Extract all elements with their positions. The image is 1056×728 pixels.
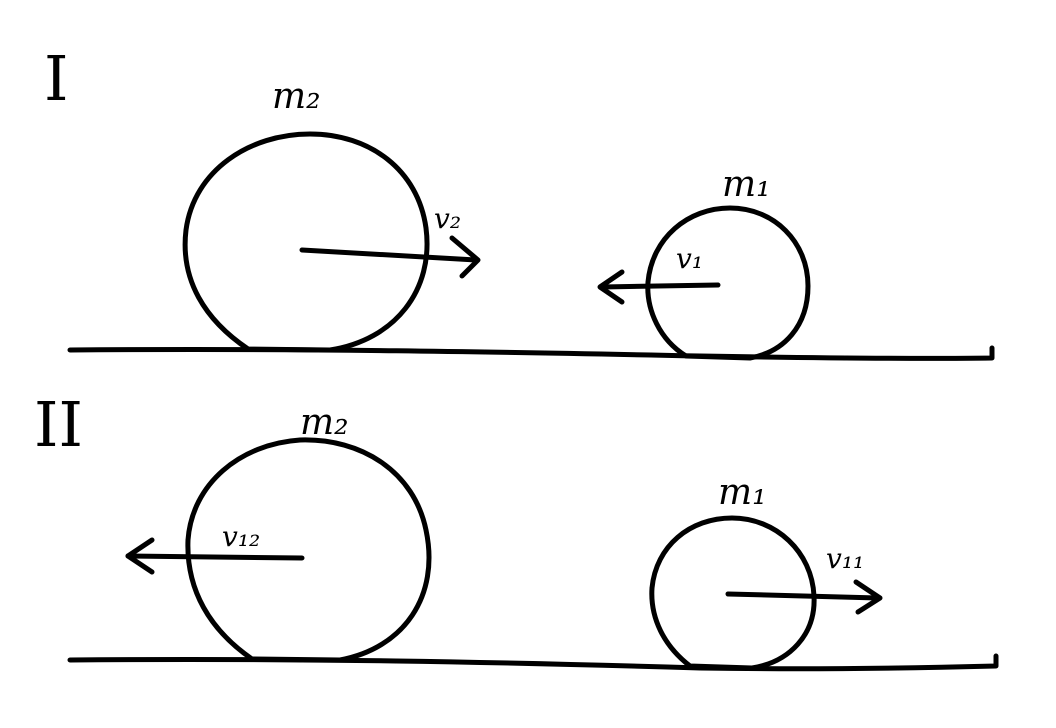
scene-2-small-ball-mass-label: m₁ <box>718 472 767 513</box>
scene-2-big-ball <box>185 437 432 663</box>
scene-1-small-ball <box>645 205 811 361</box>
scene-2-small-ball-velocity-arrow <box>725 591 881 601</box>
scene-1-big-ball-mass-label: m₂ <box>272 76 321 117</box>
scene-1: I m₂ v₂ m₁ v₁ <box>44 42 995 361</box>
scene-1-ground-line <box>67 345 995 361</box>
scene-1-big-ball-velocity-label: v₂ <box>434 202 461 235</box>
scene-2-ground-line <box>67 653 999 672</box>
scene-1-big-ball-velocity-arrow <box>299 247 479 263</box>
scene-1-small-ball-velocity-arrow <box>599 282 721 290</box>
scene-1-label: I <box>44 42 69 115</box>
scene-1-big-ball <box>182 131 430 353</box>
scene-2-small-ball-velocity-label: v₁₁ <box>826 542 864 575</box>
scene-1-small-ball-arrowhead <box>597 269 625 305</box>
scene-1-small-ball-mass-label: m₁ <box>722 164 771 205</box>
scene-1-big-ball-arrowhead <box>449 235 481 279</box>
scene-2-big-ball-mass-label: m₂ <box>300 402 349 443</box>
scene-2-big-ball-velocity-arrow <box>125 553 305 561</box>
scene-2-label: II <box>34 388 83 461</box>
scene-2-small-ball <box>649 515 817 671</box>
scene-2-big-ball-velocity-label: v₁₂ <box>222 520 260 553</box>
scene-2-big-ball-arrowhead <box>125 537 155 575</box>
scene-2-small-ball-arrowhead <box>853 579 883 615</box>
scene-2: II m₂ v₁₂ m₁ v₁₁ <box>34 388 999 672</box>
scene-1-small-ball-velocity-label: v₁ <box>676 242 703 275</box>
